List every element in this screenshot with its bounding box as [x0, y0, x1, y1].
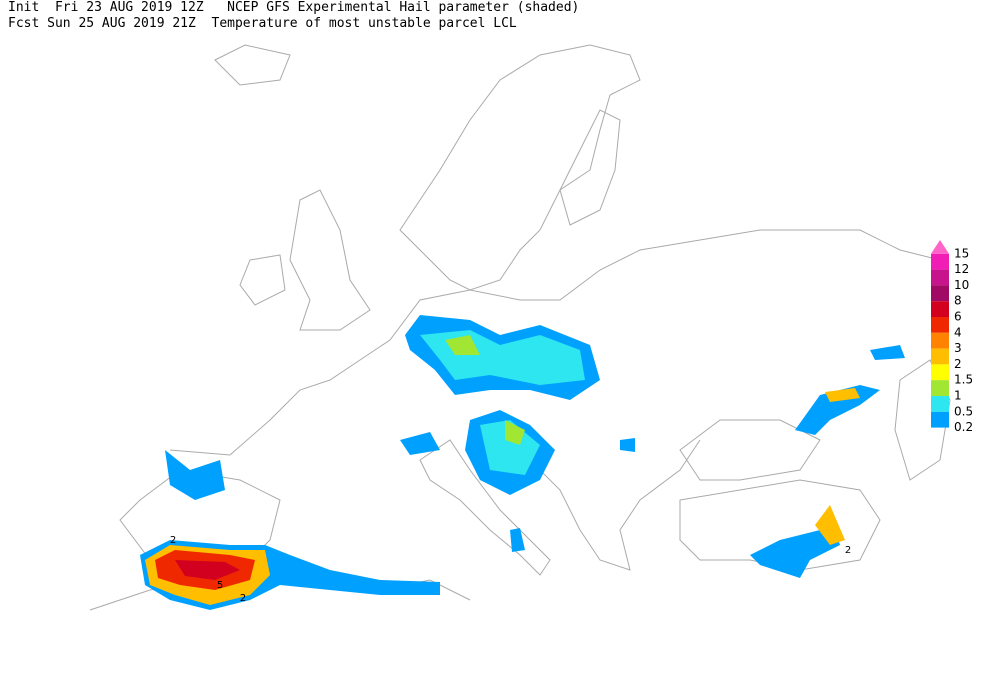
hail-area [445, 335, 480, 355]
contour-labels: 2 5 2 2 [170, 535, 851, 604]
init-line: Init Fri 23 AUG 2019 12Z [8, 0, 204, 15]
legend-label: 12 [954, 262, 969, 276]
italy [419, 439, 551, 576]
hail-area [505, 420, 525, 445]
hail-area [400, 432, 440, 455]
legend-swatch [931, 269, 949, 286]
legend-label: 1 [954, 389, 962, 403]
turkey [679, 479, 881, 571]
hail-area [815, 505, 845, 545]
hail-area [620, 438, 635, 452]
legend-label: 6 [954, 310, 962, 324]
legend-label: 2 [954, 357, 962, 371]
legend-swatch [931, 411, 949, 428]
hail-area [165, 450, 225, 500]
hail-area [750, 510, 840, 578]
legend-swatch [931, 285, 949, 302]
legend-label: 15 [954, 246, 969, 260]
finland [559, 109, 621, 226]
legend-label: 0.5 [954, 404, 973, 418]
legend-swatch [931, 380, 949, 396]
hail-area [510, 528, 525, 552]
contour-label: 2 [240, 593, 246, 604]
hail-shading [140, 315, 905, 610]
hail-area [175, 560, 240, 580]
legend-label: 0.2 [954, 420, 973, 434]
legend: 15 12 10 8 64 3 2 1.5 10.5 0.2 [931, 240, 973, 434]
black-sea [679, 419, 821, 481]
legend-swatch [931, 317, 949, 333]
legend-swatch [931, 396, 949, 412]
contour-label: 2 [170, 535, 176, 546]
subtitle: Temperature of most unstable parcel LCL [211, 16, 517, 31]
legend-swatch [931, 253, 949, 270]
hail-area [870, 345, 905, 360]
caspian [894, 359, 951, 481]
hail-area [480, 420, 540, 475]
britain [289, 189, 371, 331]
header-line-1: Init Fri 23 AUG 2019 12Z NCEP GFS Experi… [8, 0, 579, 15]
legend-label: 1.5 [954, 373, 973, 387]
legend-swatch [931, 301, 949, 317]
ireland [239, 254, 286, 306]
hail-area [825, 388, 860, 402]
contour-label: 5 [217, 580, 223, 591]
fcst-line: Fcst Sun 25 AUG 2019 21Z [8, 16, 196, 31]
scandinavia [399, 44, 641, 291]
legend-swatch [931, 332, 949, 349]
title: NCEP GFS Experimental Hail parameter (sh… [227, 0, 580, 15]
legend-swatch [931, 348, 949, 365]
legend-label: 10 [954, 278, 969, 292]
legend-swatch [931, 364, 949, 381]
header-line-2: Fcst Sun 25 AUG 2019 21Z Temperature of … [8, 16, 517, 31]
legend-label: 8 [954, 294, 962, 308]
iceland [214, 44, 291, 86]
legend-swatch [931, 240, 949, 254]
contour-label: 2 [845, 545, 851, 556]
legend-label: 3 [954, 341, 962, 355]
legend-label: 4 [954, 325, 962, 339]
